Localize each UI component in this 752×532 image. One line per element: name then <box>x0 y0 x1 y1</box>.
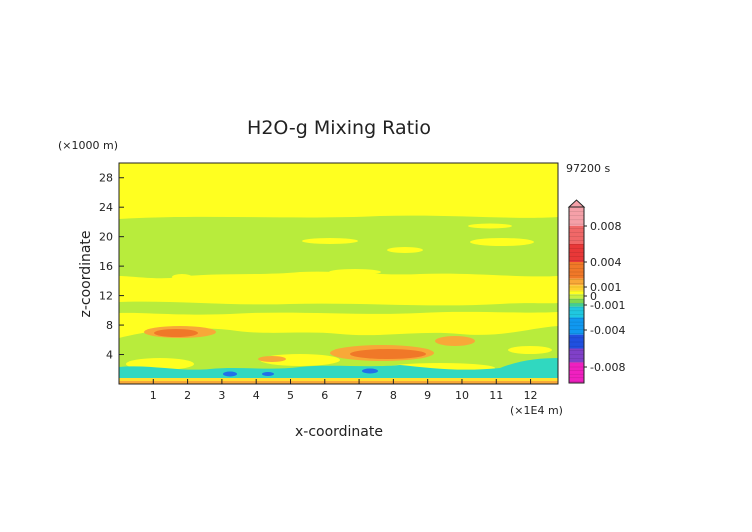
x-tick-label: 12 <box>524 389 538 402</box>
colorbar-band <box>569 317 584 335</box>
yellow-island <box>468 223 512 229</box>
yellow-island <box>387 247 423 253</box>
chart-title: H2O-g Mixing Ratio <box>247 117 431 139</box>
y-tick-label: 12 <box>99 290 113 303</box>
orange-blob-small <box>258 356 286 362</box>
mid-green-band <box>119 301 558 315</box>
y-tick-label: 4 <box>106 349 113 362</box>
colorbar-tick-label: -0.001 <box>590 299 625 312</box>
x-tick-label: 11 <box>489 389 503 402</box>
blue-spot <box>262 372 274 376</box>
colorbar-band <box>569 334 584 349</box>
colorbar-band <box>569 244 584 262</box>
orange-blob-center-core <box>350 349 426 359</box>
x-tick-label: 5 <box>287 389 294 402</box>
colorbar-band <box>569 362 584 383</box>
colorbar-band <box>569 285 584 291</box>
x-unit-label: (×1E4 m) <box>510 404 563 417</box>
colorbar-band <box>569 298 584 304</box>
y-tick-label: 16 <box>99 260 113 273</box>
colorbar-extend-arrow <box>567 199 586 208</box>
colorbar-band <box>569 306 584 318</box>
colorbar-tick-label: 0.001 <box>590 281 622 294</box>
yellow-island <box>172 274 192 280</box>
colorbar-band <box>569 294 584 299</box>
yellow-pocket <box>508 346 552 354</box>
colorbar-band <box>569 290 584 295</box>
colorbar-band <box>569 262 584 279</box>
yellow-island <box>470 238 534 246</box>
y-tick-label: 8 <box>106 319 113 332</box>
y-axis: 4 8 12 16 20 24 28 <box>99 172 124 362</box>
colorbar-tick-label: 0.008 <box>590 220 622 233</box>
x-tick-label: 9 <box>424 389 431 402</box>
colorbar-band <box>569 278 584 286</box>
yellow-island <box>329 269 381 275</box>
colorbar-tick-label: -0.004 <box>590 324 625 337</box>
x-tick-label: 4 <box>253 389 260 402</box>
colorbar-band <box>569 207 584 226</box>
orange-blob-right <box>435 336 475 346</box>
y-tick-label: 20 <box>99 231 113 244</box>
x-tick-label: 3 <box>218 389 225 402</box>
x-tick-label: 10 <box>455 389 469 402</box>
y-tick-label: 28 <box>99 172 113 185</box>
time-label: 97200 s <box>566 162 610 175</box>
orange-blob-left-core <box>154 329 198 337</box>
x-tick-label: 2 <box>184 389 191 402</box>
heatmap-field <box>119 163 558 384</box>
colorbar-band <box>569 348 584 363</box>
surface-orange-layer <box>119 381 558 384</box>
blue-spot <box>362 368 378 374</box>
x-tick-label: 7 <box>356 389 363 402</box>
colorbar-tick-label: -0.008 <box>590 361 625 374</box>
yellow-island <box>302 238 358 244</box>
x-axis-label: x-coordinate <box>295 424 383 440</box>
x-tick-label: 6 <box>321 389 328 402</box>
y-unit-label: (×1000 m) <box>58 139 118 152</box>
upper-green-band <box>119 215 558 279</box>
colorbar-tick-label: 0 <box>590 290 597 303</box>
colorbar-band <box>569 303 584 307</box>
surface-yellow-layer <box>119 378 558 382</box>
y-axis-label: z-coordinate <box>78 230 94 317</box>
x-tick-label: 1 <box>150 389 157 402</box>
colorbar-band <box>569 226 584 244</box>
y-tick-label: 24 <box>99 201 113 214</box>
blue-spot <box>223 371 237 377</box>
colorbar-tick-label: 0.004 <box>590 256 622 269</box>
plot-frame <box>118 162 559 385</box>
x-axis: 1 2 3 4 5 6 7 8 9 10 11 12 <box>150 379 538 402</box>
x-tick-label: 8 <box>390 389 397 402</box>
